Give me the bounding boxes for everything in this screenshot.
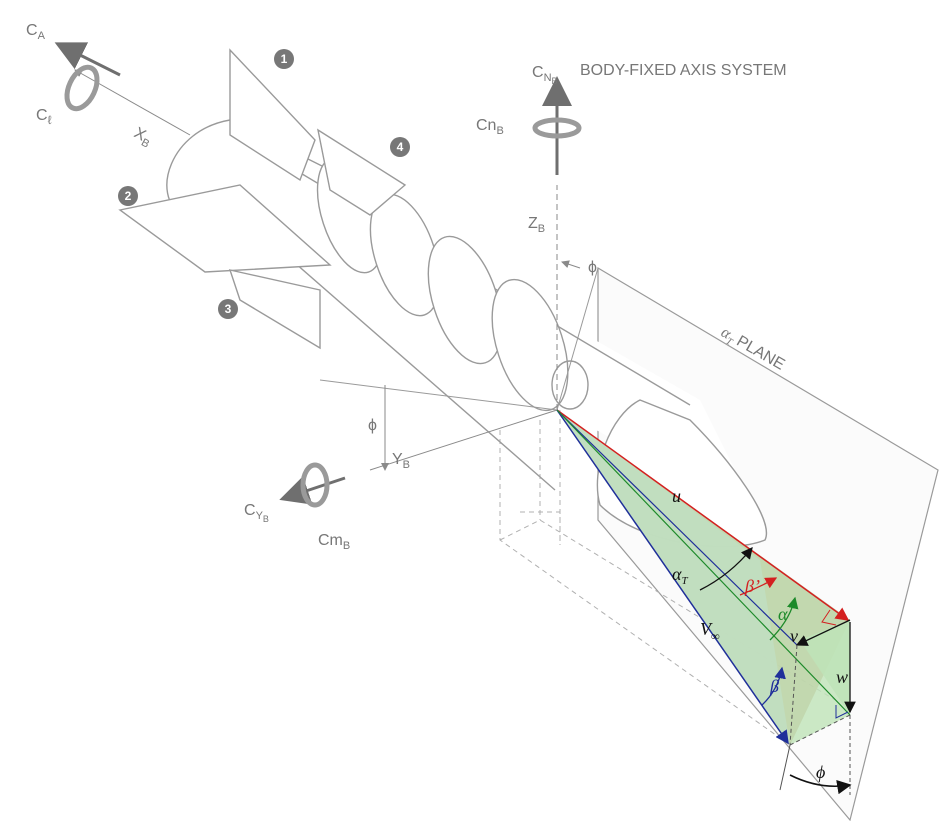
dashed-projection-box [499,410,836,746]
cy-arrow [279,476,346,505]
z-axis-label: ZB [528,215,545,235]
axis-system-title: BODY-FIXED AXIS SYSTEM [580,62,787,79]
beta-prime-arc [739,577,778,596]
green-side-line [556,409,851,716]
phi-ref-line-side [319,379,558,411]
fin-number-4: 4 [397,140,404,154]
alpha-label: α [778,604,788,624]
cnb-label: CnB [476,117,504,137]
ca-label: CA [26,22,46,42]
dashed-drop-1 [789,644,798,746]
phi-bottom-arc [789,774,852,795]
v-inf-vector [556,409,789,745]
green-triangle [557,410,850,745]
alpha-arc [769,596,799,641]
phi-upper-arrow [561,260,581,269]
fin-badges: 1 2 3 4 [118,49,410,319]
u-label: u [672,486,681,506]
w-label: w [836,667,848,687]
v-vector [795,619,851,646]
cl-label: Cℓ [36,107,52,127]
cy-label: CYB [244,502,269,524]
beta-arc [761,666,786,706]
v-inf-label: V∞ [700,619,720,643]
beta-prime-label: β’ [744,576,760,596]
green-vw-face [800,620,850,715]
alpha-t-arc [699,546,753,591]
v-label: v [790,626,798,646]
x-axis-label: XB [130,125,155,151]
phi-upper-label: ϕ [588,259,597,276]
y-axis-label: YB [392,451,410,471]
cmb-label: CmB [318,532,350,552]
phi-ref-line-top [556,267,599,411]
phi-bottom-left-line [779,744,791,791]
fin-number-1: 1 [281,52,288,66]
pitch-moment-icon [300,462,330,508]
x-axis-arrow [74,69,191,136]
yaw-moment-icon [532,117,582,139]
u-vector [556,409,850,621]
blue-side-line [556,409,798,646]
ca-arrow [54,42,121,77]
alpha-t-label: αT [672,564,688,587]
fin-number-3: 3 [225,302,232,316]
y-axis-line [369,409,558,471]
fin-number-2: 2 [125,189,132,203]
right-angle-marker-2 [835,705,849,719]
cn-label: CNB [532,64,558,86]
beta-label: β [769,676,779,696]
right-angle-marker-1 [821,609,837,626]
roll-moment-icon [64,64,100,112]
phi-bottom-label: ϕ [816,762,825,782]
phi-side-label: ϕ [368,417,377,434]
missile-body [118,48,768,548]
